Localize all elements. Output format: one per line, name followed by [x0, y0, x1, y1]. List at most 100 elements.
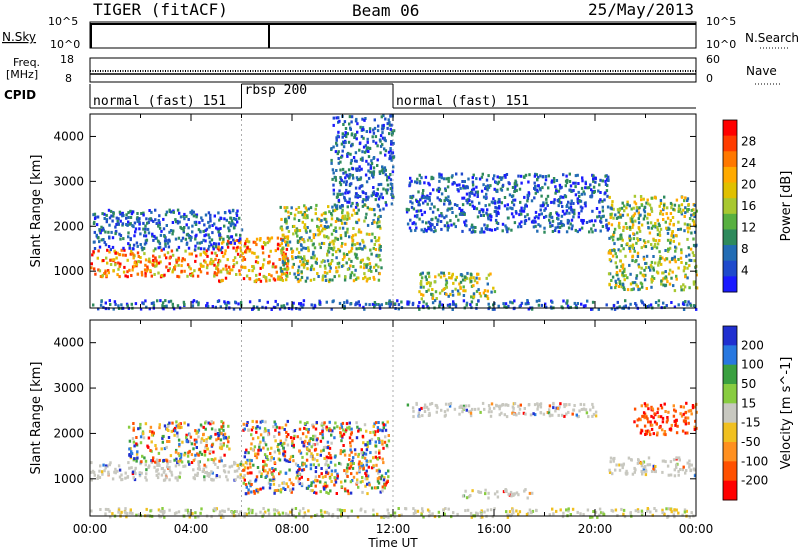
echo-cell	[534, 172, 537, 176]
echo-cell	[194, 453, 197, 457]
echo-cell	[381, 196, 384, 200]
echo-cell	[509, 206, 512, 210]
echo-cell	[335, 138, 338, 142]
echo-cell	[296, 277, 300, 281]
echo-cell	[386, 122, 389, 126]
echo-cell	[624, 274, 627, 278]
echo-cell	[668, 260, 672, 264]
echo-cell	[283, 258, 287, 262]
nsky-label: N.Sky	[2, 30, 36, 44]
echo-cell	[333, 239, 336, 243]
echo-cell	[546, 204, 549, 207]
echo-cell	[140, 273, 144, 277]
echo-cell	[381, 489, 384, 493]
echo-cell	[545, 305, 548, 309]
echo-cell	[288, 240, 292, 244]
echo-cell	[473, 193, 476, 197]
echo-cell	[150, 274, 153, 278]
echo-cell	[218, 510, 222, 514]
echo-cell	[214, 251, 217, 255]
echo-cell	[605, 178, 609, 182]
echo-cell	[510, 228, 513, 232]
colorbar-tick-label: 8	[741, 242, 749, 256]
echo-cell	[316, 272, 319, 275]
echo-cell	[383, 440, 387, 444]
echo-cell	[622, 269, 626, 273]
echo-cell	[384, 201, 387, 205]
echo-cell	[245, 248, 248, 252]
echo-cell	[173, 426, 177, 430]
echo-cell	[605, 223, 609, 227]
echo-cell	[244, 266, 247, 270]
echo-cell	[567, 509, 570, 513]
echo-cell	[667, 248, 670, 251]
echo-cell	[363, 262, 366, 266]
echo-cell	[527, 217, 531, 221]
echo-cell	[425, 290, 428, 293]
echo-cell	[341, 450, 344, 454]
echo-cell	[515, 189, 518, 193]
echo-cell	[487, 174, 490, 178]
echo-cell	[590, 227, 593, 231]
echo-cell	[350, 259, 353, 263]
echo-cell	[428, 411, 431, 415]
echo-cell	[389, 147, 392, 150]
echo-cell	[515, 509, 518, 513]
echo-cell	[482, 291, 486, 295]
echo-cell	[282, 272, 286, 276]
echo-cell	[135, 452, 139, 456]
echo-cell	[341, 258, 345, 261]
echo-cell	[332, 123, 335, 127]
echo-cell	[688, 264, 691, 268]
echo-cell	[680, 210, 683, 214]
echo-cell	[225, 218, 228, 222]
echo-cell	[126, 512, 129, 515]
echo-cell	[196, 467, 200, 471]
echo-cell	[336, 152, 339, 156]
echo-cell	[117, 217, 120, 221]
echo-cell	[461, 278, 465, 282]
echo-cell	[523, 195, 526, 199]
echo-cell	[248, 277, 251, 280]
echo-cell	[604, 174, 607, 178]
echo-cell	[377, 278, 381, 282]
nsky-panel	[89, 21, 697, 49]
echo-cell	[496, 495, 500, 499]
echo-cell	[684, 206, 687, 210]
echo-cell	[543, 230, 546, 234]
echo-cell	[302, 303, 305, 307]
echo-cell	[143, 252, 146, 256]
echo-cell	[326, 446, 329, 450]
echo-cell	[643, 206, 646, 209]
echo-cell	[320, 472, 323, 476]
echo-cell	[124, 507, 127, 511]
echo-cell	[217, 434, 220, 438]
echo-cell	[362, 441, 365, 445]
echo-cell	[646, 216, 649, 220]
echo-cell	[686, 226, 689, 230]
echo-cell	[272, 277, 276, 281]
echo-cell	[397, 303, 401, 307]
echo-cell	[201, 470, 204, 473]
echo-cell	[385, 301, 388, 305]
echo-cell	[381, 124, 384, 128]
echo-cell	[227, 507, 230, 511]
echo-cell	[462, 404, 466, 408]
echo-cell	[493, 406, 496, 410]
echo-cell	[599, 511, 603, 515]
echo-cell	[636, 508, 640, 512]
echo-cell	[677, 220, 680, 224]
echo-cell	[662, 206, 666, 210]
echo-cell	[335, 136, 338, 140]
echo-cell	[236, 252, 240, 256]
echo-cell	[247, 269, 251, 272]
echo-cell	[155, 447, 158, 451]
echo-cell	[673, 508, 676, 512]
echo-cell	[262, 275, 266, 278]
echo-cell	[594, 228, 597, 232]
echo-cell	[157, 246, 160, 250]
echo-cell	[465, 276, 469, 280]
echo-cell	[388, 154, 392, 158]
echo-cell	[345, 180, 348, 184]
echo-cell	[617, 285, 621, 288]
